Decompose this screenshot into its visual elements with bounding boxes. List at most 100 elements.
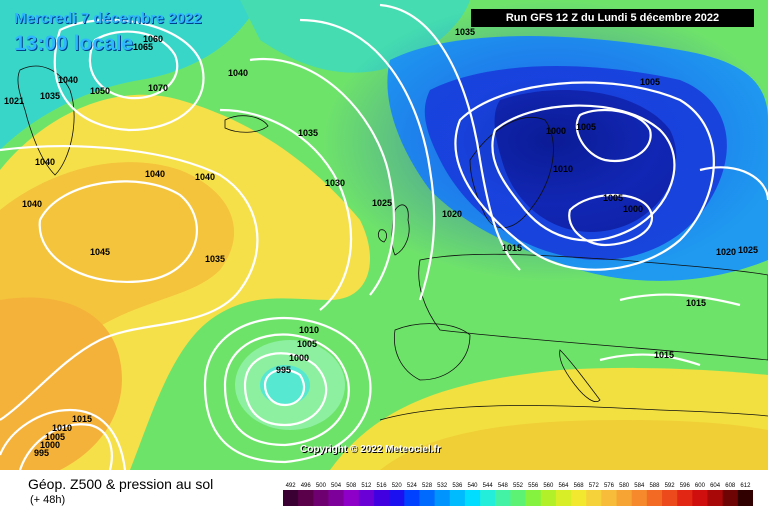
pressure-label: 1005 bbox=[603, 193, 623, 203]
scale-swatch bbox=[419, 490, 436, 506]
isobar-1035-west bbox=[0, 145, 259, 421]
scale-swatch bbox=[571, 490, 587, 506]
scale-label: 548 bbox=[498, 483, 509, 489]
isobar-1025 bbox=[249, 57, 396, 296]
scale-swatch bbox=[510, 490, 527, 506]
scale-label: 560 bbox=[543, 483, 554, 489]
scale-label: 520 bbox=[392, 483, 403, 489]
pressure-label: 1000 bbox=[289, 353, 309, 363]
scale-swatch bbox=[586, 490, 602, 506]
pressure-label: 1035 bbox=[205, 254, 225, 264]
run-info-banner: Run GFS 12 Z du Lundi 5 décembre 2022 bbox=[471, 9, 754, 27]
scale-label: 576 bbox=[604, 483, 615, 489]
scale-swatch bbox=[737, 490, 753, 506]
scale-swatch bbox=[343, 490, 360, 506]
scale-label: 612 bbox=[740, 483, 751, 489]
pressure-label: 1060 bbox=[143, 34, 163, 44]
iceland-coast bbox=[224, 115, 269, 133]
scale-label: 544 bbox=[483, 483, 494, 489]
pressure-label: 1035 bbox=[40, 91, 60, 101]
italy bbox=[559, 349, 601, 402]
land-outlines bbox=[17, 65, 768, 421]
greenland-coast bbox=[17, 65, 75, 176]
pressure-label: 1015 bbox=[686, 298, 706, 308]
scale-swatch bbox=[540, 490, 557, 506]
pressure-label: 1000 bbox=[40, 440, 60, 450]
isobar-low-mid bbox=[491, 104, 676, 242]
pressure-label: 995 bbox=[276, 365, 291, 375]
copyright-notice: Copyright © 2022 Meteociel.fr bbox=[300, 444, 441, 455]
pressure-label: 1015 bbox=[654, 350, 674, 360]
scale-label: 572 bbox=[589, 483, 600, 489]
north-africa bbox=[379, 405, 768, 421]
forecast-date: Mercredi 7 décembre 2022 bbox=[14, 10, 202, 27]
scale-swatch bbox=[389, 490, 405, 506]
scale-swatch bbox=[601, 490, 618, 506]
scale-swatch bbox=[434, 490, 451, 506]
scale-label: 552 bbox=[513, 483, 524, 489]
scale-label: 596 bbox=[680, 483, 691, 489]
scale-swatch bbox=[692, 490, 709, 506]
pressure-label: 1020 bbox=[716, 247, 736, 257]
scale-label: 492 bbox=[286, 483, 297, 489]
isobar-low-inner bbox=[575, 108, 652, 163]
scandinavia bbox=[469, 117, 554, 229]
pressure-label: 1025 bbox=[738, 245, 758, 255]
pressure-label: 1040 bbox=[35, 157, 55, 167]
isobar-azores bbox=[38, 180, 198, 283]
scale-label: 496 bbox=[301, 483, 312, 489]
pressure-label: 1015 bbox=[502, 243, 522, 253]
isobars bbox=[0, 3, 768, 470]
pressure-label: 1030 bbox=[325, 178, 345, 188]
pressure-label: 1065 bbox=[133, 42, 153, 52]
scale-swatch bbox=[328, 490, 345, 506]
scale-label: 516 bbox=[377, 483, 388, 489]
pressure-label: 1035 bbox=[298, 128, 318, 138]
chart-title: Géop. Z500 & pression au sol bbox=[28, 476, 214, 492]
pressure-label: 1015 bbox=[72, 414, 92, 424]
scale-label: 540 bbox=[468, 483, 479, 489]
isobar-atl-low-3 bbox=[223, 333, 350, 447]
pressure-label: 1010 bbox=[52, 423, 72, 433]
isobar-east bbox=[699, 166, 768, 201]
scale-swatch bbox=[525, 490, 542, 506]
isobar-1015 bbox=[379, 3, 521, 271]
scale-label: 564 bbox=[558, 483, 569, 489]
scale-label: 580 bbox=[619, 483, 630, 489]
pressure-label: 1040 bbox=[145, 169, 165, 179]
pressure-label: 1021 bbox=[4, 96, 24, 106]
pressure-label: 1005 bbox=[297, 339, 317, 349]
scale-label: 524 bbox=[407, 483, 418, 489]
pressure-label: 995 bbox=[34, 448, 49, 458]
scale-label: 528 bbox=[422, 483, 433, 489]
isobar-low-south bbox=[568, 194, 654, 247]
isobar-sw-low bbox=[18, 423, 113, 470]
forecast-time: 13:00 locale bbox=[14, 32, 134, 55]
scale-label: 508 bbox=[346, 483, 357, 489]
isobar-atl-low-1 bbox=[263, 368, 306, 407]
pressure-label: 1040 bbox=[195, 172, 215, 182]
pressure-label: 1050 bbox=[90, 86, 110, 96]
scale-swatch bbox=[707, 490, 724, 506]
pressure-label: 1040 bbox=[22, 199, 42, 209]
scale-swatch bbox=[313, 490, 329, 506]
scale-swatch bbox=[358, 490, 375, 506]
scale-label: 608 bbox=[725, 483, 736, 489]
scale-label: 604 bbox=[710, 483, 721, 489]
isobar-low-outer bbox=[454, 81, 715, 271]
scale-swatch bbox=[495, 490, 511, 506]
scale-label: 592 bbox=[665, 483, 676, 489]
scale-swatch bbox=[677, 490, 693, 506]
scale-label: 536 bbox=[452, 483, 463, 489]
scale-swatch bbox=[373, 490, 390, 506]
pressure-label: 1040 bbox=[58, 75, 78, 85]
isobar-sw-low-2 bbox=[0, 408, 127, 470]
scale-swatch bbox=[722, 490, 739, 506]
scale-swatch bbox=[631, 490, 648, 506]
isobar-atl-low-2 bbox=[243, 352, 328, 427]
isobar-1020 bbox=[299, 18, 436, 301]
iberia bbox=[394, 323, 471, 381]
scale-swatch bbox=[298, 490, 314, 506]
